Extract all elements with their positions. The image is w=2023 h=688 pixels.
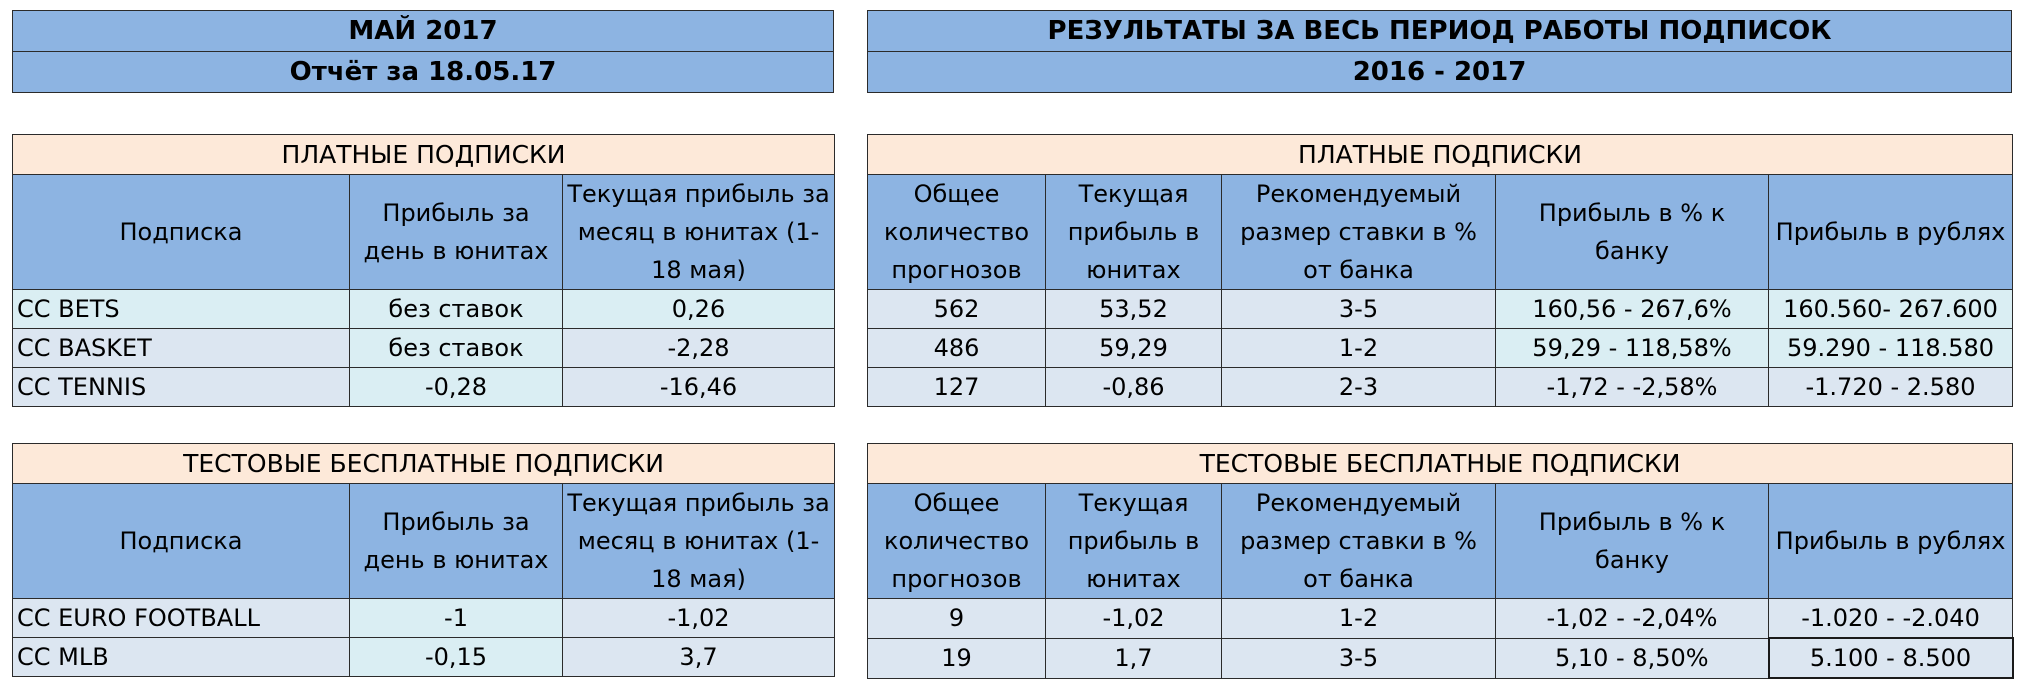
current-units: 53,52 xyxy=(1045,289,1222,329)
test-section-title: ТЕСТОВЫЕ БЕСПЛАТНЫЕ ПОДПИСКИ xyxy=(11,443,836,484)
col-profit-percent: Прибыль в % к банку xyxy=(1495,483,1769,599)
subscription-name: CC EURO FOOTBALL xyxy=(12,598,350,638)
col-month-profit: Текущая прибыль за месяц в юнитах (1-18 … xyxy=(561,174,836,290)
col-subscription: Подписка xyxy=(12,483,350,599)
total-forecasts: 562 xyxy=(867,289,1046,329)
paid-left-table: ПЛАТНЫЕ ПОДПИСКИ Подписка Прибыль за ден… xyxy=(11,134,836,407)
subscription-name: CC BASKET xyxy=(12,328,350,368)
recommended-stake: 1-2 xyxy=(1221,598,1496,639)
month-profit: -1,02 xyxy=(561,598,836,638)
profit-rub: -1.020 - -2.040 xyxy=(1767,598,2014,639)
recommended-stake: 3-5 xyxy=(1221,637,1496,679)
day-profit: без ставок xyxy=(349,328,563,368)
paid-right-table: ПЛАТНЫЕ ПОДПИСКИ Общее количество прогно… xyxy=(866,134,2014,407)
col-profit-rub: Прибыль в рублях xyxy=(1767,483,2014,599)
test-section-title-right: ТЕСТОВЫЕ БЕСПЛАТНЫЕ ПОДПИСКИ xyxy=(866,443,2014,484)
test-left-table: ТЕСТОВЫЕ БЕСПЛАТНЫЕ ПОДПИСКИ Подписка Пр… xyxy=(11,443,836,677)
table-row: 19 1,7 3-5 5,10 - 8,50% 5.100 - 8.500 xyxy=(867,637,2014,679)
subscription-name: CC MLB xyxy=(12,637,350,677)
profit-percent: 160,56 - 267,6% xyxy=(1495,289,1769,329)
col-recommended-stake: Рекомендуемый размер ставки в % от банка xyxy=(1221,483,1496,599)
current-units: 1,7 xyxy=(1045,637,1222,679)
current-units: -1,02 xyxy=(1045,598,1222,639)
current-units: 59,29 xyxy=(1045,328,1222,368)
table-row: CC BASKET без ставок -2,28 xyxy=(12,328,836,368)
col-profit-percent: Прибыль в % к банку xyxy=(1495,174,1769,290)
total-forecasts: 486 xyxy=(867,328,1046,368)
col-profit-rub: Прибыль в рублях xyxy=(1767,174,2014,290)
day-profit: без ставок xyxy=(349,289,563,329)
recommended-stake: 2-3 xyxy=(1221,367,1496,407)
profit-rub[interactable]: 5.100 - 8.500 xyxy=(1767,637,2014,679)
month-title: МАЙ 2017 xyxy=(12,10,834,52)
col-current-units: Текущая прибыль в юнитах xyxy=(1045,483,1222,599)
table-row: 486 59,29 1-2 59,29 - 118,58% 59.290 - 1… xyxy=(867,328,2014,368)
recommended-stake: 1-2 xyxy=(1221,328,1496,368)
col-recommended-stake: Рекомендуемый размер ставки в % от банка xyxy=(1221,174,1496,290)
month-profit: -2,28 xyxy=(561,328,836,368)
total-forecasts: 9 xyxy=(867,598,1046,639)
col-month-profit: Текущая прибыль за месяц в юнитах (1-18 … xyxy=(561,483,836,599)
month-profit: 3,7 xyxy=(561,637,836,677)
paid-section-title-right: ПЛАТНЫЕ ПОДПИСКИ xyxy=(866,134,2014,175)
profit-percent: 59,29 - 118,58% xyxy=(1495,328,1769,368)
subscription-name: CC TENNIS xyxy=(12,367,350,407)
current-units: -0,86 xyxy=(1045,367,1222,407)
table-row: 127 -0,86 2-3 -1,72 - -2,58% -1.720 - 2.… xyxy=(867,367,2014,407)
period-years: 2016 - 2017 xyxy=(867,51,2012,93)
day-profit: -1 xyxy=(349,598,563,638)
col-subscription: Подписка xyxy=(12,174,350,290)
col-total-forecasts: Общее количество прогнозов xyxy=(867,483,1046,599)
profit-percent: 5,10 - 8,50% xyxy=(1495,637,1769,679)
day-profit: -0,28 xyxy=(349,367,563,407)
table-row: CC MLB -0,15 3,7 xyxy=(12,637,836,677)
col-current-units: Текущая прибыль в юнитах xyxy=(1045,174,1222,290)
month-profit: -16,46 xyxy=(561,367,836,407)
subscription-name: CC BETS xyxy=(12,289,350,329)
right-header: РЕЗУЛЬТАТЫ ЗА ВЕСЬ ПЕРИОД РАБОТЫ ПОДПИСО… xyxy=(867,10,2012,93)
recommended-stake: 3-5 xyxy=(1221,289,1496,329)
month-profit: 0,26 xyxy=(561,289,836,329)
table-row: CC TENNIS -0,28 -16,46 xyxy=(12,367,836,407)
profit-percent: -1,72 - -2,58% xyxy=(1495,367,1769,407)
col-day-profit: Прибыль за день в юнитах xyxy=(349,483,563,599)
table-row: 9 -1,02 1-2 -1,02 - -2,04% -1.020 - -2.0… xyxy=(867,598,2014,639)
table-row: CC BETS без ставок 0,26 xyxy=(12,289,836,329)
profit-rub: 160.560- 267.600 xyxy=(1767,289,2014,329)
profit-percent: -1,02 - -2,04% xyxy=(1495,598,1769,639)
col-total-forecasts: Общее количество прогнозов xyxy=(867,174,1046,290)
period-title: РЕЗУЛЬТАТЫ ЗА ВЕСЬ ПЕРИОД РАБОТЫ ПОДПИСО… xyxy=(867,10,2012,52)
day-profit: -0,15 xyxy=(349,637,563,677)
total-forecasts: 19 xyxy=(867,637,1046,679)
profit-rub: -1.720 - 2.580 xyxy=(1767,367,2014,407)
col-day-profit: Прибыль за день в юнитах xyxy=(349,174,563,290)
left-header: МАЙ 2017 Отчёт за 18.05.17 xyxy=(12,10,834,93)
paid-section-title: ПЛАТНЫЕ ПОДПИСКИ xyxy=(11,134,836,175)
report-date: Отчёт за 18.05.17 xyxy=(12,51,834,93)
test-right-table: ТЕСТОВЫЕ БЕСПЛАТНЫЕ ПОДПИСКИ Общее колич… xyxy=(866,443,2014,679)
profit-rub: 59.290 - 118.580 xyxy=(1767,328,2014,368)
table-row: CC EURO FOOTBALL -1 -1,02 xyxy=(12,598,836,638)
total-forecasts: 127 xyxy=(867,367,1046,407)
table-row: 562 53,52 3-5 160,56 - 267,6% 160.560- 2… xyxy=(867,289,2014,329)
